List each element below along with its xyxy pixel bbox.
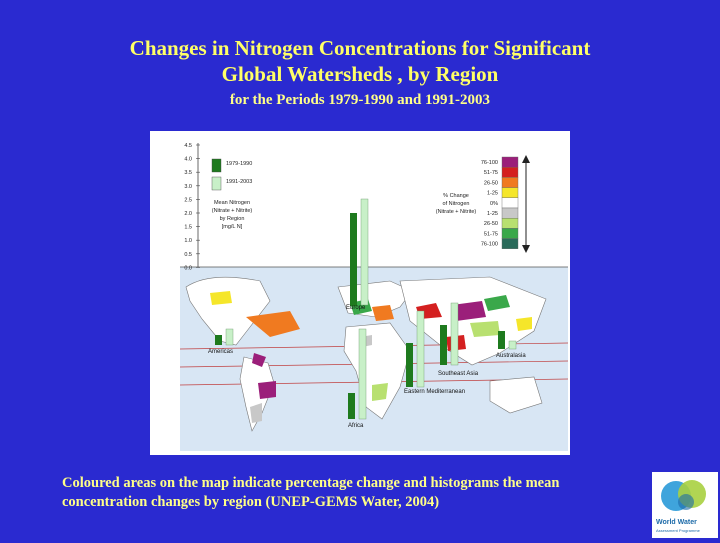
period-legend: 1979-1990 1991-2003 — [211, 158, 252, 191]
legend-swatch — [211, 158, 222, 173]
patch-yellow-na — [210, 291, 232, 305]
bar-americas-1979 — [215, 335, 222, 345]
pct-class-swatch — [501, 228, 519, 239]
pct-class-swatch — [501, 177, 519, 188]
bar-americas-1991 — [225, 328, 234, 346]
logo-mark: World Water Assessment Programme — [656, 480, 706, 533]
region-label-americas: Americas — [208, 349, 233, 355]
pct-class-swatch — [501, 238, 519, 249]
y-tick-label: 4.5 — [184, 143, 192, 149]
patch-orange-eu — [372, 305, 394, 321]
slide-subtitle: for the Periods 1979-1990 and 1991-2003 — [229, 92, 491, 108]
region-label-seasia: Southeast Asia — [438, 371, 479, 377]
logo-text-sub: Assessment Programme — [656, 528, 701, 533]
y-tick-label: 2.5 — [184, 197, 192, 203]
legend-label: 1979-1990 — [226, 161, 252, 167]
pct-class-label: 1-25 — [487, 211, 498, 217]
patch-green-asia — [484, 295, 510, 311]
world-water-logo: World Water Assessment Programme — [652, 472, 718, 538]
mean-label-line: [mg/L N] — [222, 224, 243, 230]
mean-nitrogen-label: Mean Nitrogen (Nitrate + Nitrite) by Regio… — [212, 200, 253, 230]
nitrogen-map-svg: 4.5 4.0 3.5 3.0 2.5 2.0 1.5 1.0 0.5 0.0 1979-1990… — [179, 143, 569, 451]
region-label-europe: Europe — [346, 305, 366, 311]
pct-label-line: of Nitrogen — [443, 201, 470, 207]
patch-grey-sa — [250, 403, 262, 423]
slide-title-line1: Changes in Nitrogen Concentrations for S… — [129, 36, 591, 60]
pct-class-label: 26-50 — [484, 180, 498, 186]
y-tick-label: 1.5 — [184, 225, 192, 231]
logo-text-main: World Water — [656, 519, 697, 526]
region-label-africa: Africa — [348, 423, 364, 429]
y-tick-label: 3.0 — [184, 184, 192, 190]
scale-arrow-down — [522, 245, 530, 253]
y-tick-label: 0.5 — [184, 252, 192, 258]
australia-shape — [489, 376, 543, 414]
percent-change-scale: 76-100 51-75 26-50 1-25 0% 1-25 26-50 51-75 76-1… — [481, 156, 519, 249]
y-tick-label: 1.0 — [184, 238, 192, 244]
pct-label-line: (Nitrate + Nitrite) — [436, 209, 477, 215]
pct-class-swatch — [501, 187, 519, 198]
percent-change-label: % Change of Nitrogen (Nitrate + Nitrite) — [436, 193, 477, 215]
bar-europe-1979 — [350, 213, 357, 306]
patch-lightgreen-africa — [372, 383, 388, 401]
y-tick-label: 2.0 — [184, 211, 192, 217]
bar-australasia-1979 — [498, 331, 505, 349]
pct-class-swatch — [501, 156, 519, 168]
caption-line1: Coloured areas on the map indicate perce… — [62, 475, 560, 491]
pct-class-swatch — [501, 167, 519, 178]
patch-purple-ca — [252, 353, 266, 367]
nitrogen-map-figure: 4.5 4.0 3.5 3.0 2.5 2.0 1.5 1.0 0.5 0.0 1979-1990… — [150, 131, 570, 455]
bar-africa-1979 — [348, 393, 355, 419]
patch-purple-sa — [258, 381, 276, 399]
bar-africa-1991 — [358, 328, 367, 420]
legend-swatch — [211, 176, 222, 191]
mean-label-line: by Region — [220, 216, 245, 222]
mean-label-line: Mean Nitrogen — [214, 200, 250, 206]
bar-europe-1991 — [360, 198, 369, 306]
patch-purple-asia — [452, 301, 486, 321]
pct-class-label: 1-25 — [487, 191, 498, 197]
patch-lightgreen-asia — [470, 321, 500, 337]
region-label-australasia: Australasia — [496, 353, 526, 359]
region-label-emed: Eastern Mediterranean — [404, 389, 465, 395]
pct-class-swatch — [501, 207, 519, 219]
legend-label: 1991-2003 — [226, 179, 252, 185]
slide-caption: Coloured areas on the map indicate perce… — [62, 474, 662, 512]
y-ticks: 4.5 4.0 3.5 3.0 2.5 2.0 1.5 1.0 0.5 0.0 — [184, 143, 200, 271]
bar-emed-1991 — [416, 310, 425, 388]
pct-class-label: 0% — [490, 201, 498, 207]
scale-arrow-up — [522, 155, 530, 163]
pct-class-label: 51-75 — [484, 231, 498, 237]
pct-class-swatch — [501, 197, 519, 209]
pct-class-label: 26-50 — [484, 221, 498, 227]
pct-label-line: % Change — [443, 193, 469, 199]
mean-label-line: (Nitrate + Nitrite) — [212, 208, 253, 214]
bar-seasia-1991 — [450, 302, 459, 366]
patch-yellow-asia — [516, 317, 532, 331]
pct-class-label: 76-100 — [481, 242, 498, 248]
bar-australasia-1991 — [508, 340, 517, 350]
caption-line2: concentration changes by region (UNEP-GE… — [62, 494, 440, 510]
pct-class-swatch — [501, 217, 519, 229]
y-tick-label: 4.0 — [184, 157, 192, 163]
bar-seasia-1979 — [440, 325, 447, 365]
y-tick-label: 3.5 — [184, 170, 192, 176]
y-tick-label: 0.0 — [184, 265, 192, 271]
patch-orange-na — [246, 311, 300, 337]
bar-emed-1979 — [406, 343, 413, 387]
pct-class-label: 76-100 — [481, 160, 498, 166]
pct-class-label: 51-75 — [484, 170, 498, 176]
slide-title-line2: Global Watersheds , by Region — [221, 62, 499, 86]
